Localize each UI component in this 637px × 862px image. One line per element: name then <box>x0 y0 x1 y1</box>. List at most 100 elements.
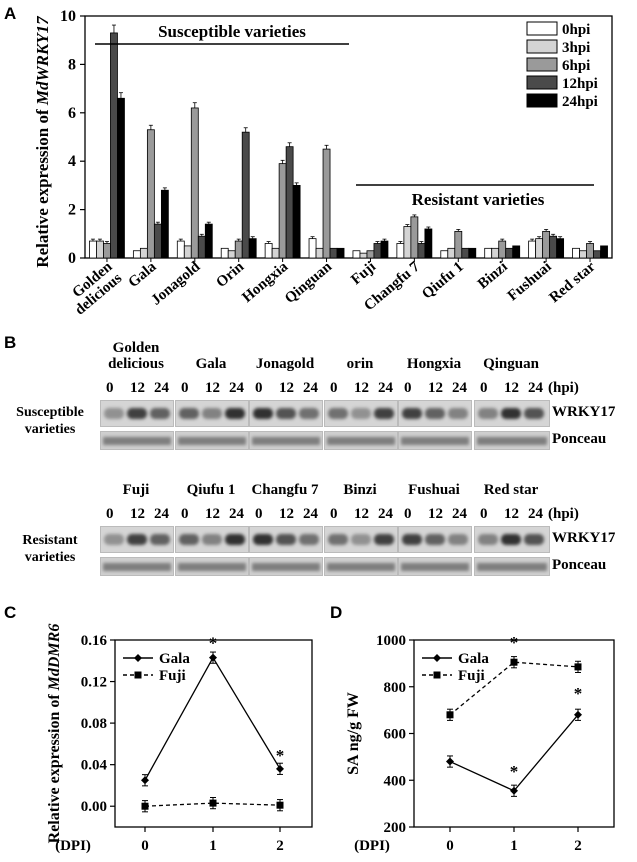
lane-timepoint: 0 <box>480 506 488 522</box>
lane-timepoint: 0 <box>480 380 488 396</box>
legend-label: 12hpi <box>562 76 598 92</box>
x-axis-label: (DPI) <box>354 838 390 854</box>
protein-band <box>104 408 124 419</box>
x-tick-label: 2 <box>276 838 284 854</box>
protein-band <box>425 534 445 545</box>
lane-timepoint: 24 <box>229 506 244 522</box>
bar <box>271 247 280 259</box>
plot-frame <box>84 15 613 259</box>
ponceau-band <box>178 437 246 445</box>
y-tick-label: 1000 <box>376 633 406 649</box>
bar <box>176 240 185 259</box>
protein-band <box>225 408 245 419</box>
variety-label: Qinguan <box>483 356 539 372</box>
bar <box>403 226 412 259</box>
x-tick-label: Fuji <box>348 259 379 288</box>
panel-letter-d: D <box>330 603 343 622</box>
protein-band <box>104 534 124 545</box>
significance-star: * <box>209 634 218 653</box>
protein-band <box>202 534 222 545</box>
y-tick-label: 6 <box>68 105 76 122</box>
susceptible-label: Susceptible varieties <box>158 22 306 41</box>
protein-band <box>276 534 296 545</box>
protein-band <box>127 534 147 545</box>
lane-timepoint: 0 <box>404 380 412 396</box>
protein-band <box>328 408 348 419</box>
ponceau-blot <box>175 431 249 450</box>
significance-star: * <box>574 684 583 703</box>
lane-timepoint: 0 <box>106 506 114 522</box>
bar <box>468 247 477 259</box>
data-point <box>141 802 149 810</box>
protein-band <box>448 534 468 545</box>
bar <box>359 252 368 259</box>
bar <box>264 243 273 259</box>
bar <box>103 243 111 259</box>
protein-band <box>225 534 245 545</box>
protein-band <box>478 408 498 419</box>
x-tick-label: Red star <box>547 259 599 307</box>
lane-timepoint: 24 <box>378 506 393 522</box>
bar <box>190 107 199 259</box>
bar <box>220 247 229 259</box>
lane-timepoint: 24 <box>452 380 467 396</box>
bar <box>183 245 192 259</box>
lane-timepoint: 12 <box>279 380 294 396</box>
resistant-label: Resistant varieties <box>412 190 545 209</box>
bar <box>234 240 243 259</box>
panel-letter-b: B <box>4 333 17 352</box>
protein-band <box>179 408 199 419</box>
x-tick-label: 1 <box>510 838 518 854</box>
ponceau-blot <box>175 557 249 576</box>
x-tick-label: Orin <box>213 258 247 290</box>
protein-band <box>253 408 273 419</box>
protein-band <box>328 534 348 545</box>
protein-band <box>524 408 544 419</box>
legend-label: 6hpi <box>562 58 590 74</box>
ponceau-band <box>401 437 469 445</box>
ponceau-blot <box>474 557 550 576</box>
lane-timepoint: 24 <box>154 380 169 396</box>
lane-timepoint: 12 <box>354 506 369 522</box>
bar <box>505 247 514 259</box>
y-tick-label: 0 <box>68 250 76 267</box>
legend-swatch <box>526 39 558 54</box>
protein-blot <box>100 400 174 427</box>
row-label: Susceptible varieties <box>16 405 84 437</box>
lane-timepoint: 24 <box>452 506 467 522</box>
bar <box>366 250 375 259</box>
y-axis-label-prefix: Relative expression of <box>33 105 52 268</box>
lane-timepoint: 24 <box>229 380 244 396</box>
loading-label: Ponceau <box>552 431 607 447</box>
bar <box>373 243 382 259</box>
bar <box>380 240 389 259</box>
protein-blot <box>100 526 174 553</box>
ponceau-band <box>252 563 320 571</box>
y-tick-label: 800 <box>384 680 407 696</box>
x-tick-label: Gala <box>126 258 160 290</box>
y-axis-label-gene: MdWRKY17 <box>33 15 52 106</box>
data-point <box>510 658 518 666</box>
y-axis-label: Relative expression of MdWRKY17 <box>33 15 52 268</box>
bar <box>417 243 426 259</box>
ponceau-blot <box>249 431 323 450</box>
lane-timepoint: 12 <box>205 506 220 522</box>
ponceau-band <box>178 563 246 571</box>
variety-label: Jonagold <box>255 356 315 372</box>
bar <box>248 238 257 259</box>
lane-timepoint: 24 <box>528 380 543 396</box>
variety-label: Binzi <box>343 482 377 498</box>
protein-band <box>150 534 170 545</box>
lane-timepoint: 0 <box>255 506 263 522</box>
lane-timepoint: 12 <box>354 380 369 396</box>
bar <box>440 250 449 259</box>
protein-band <box>402 408 422 419</box>
bar <box>322 148 331 259</box>
variety-label: Hongxia <box>406 356 462 372</box>
x-tick-label: Qiufu 1 <box>419 259 467 303</box>
ponceau-blot <box>474 431 550 450</box>
legend-marker <box>134 654 142 662</box>
lane-timepoint: 24 <box>154 506 169 522</box>
protein-blot <box>398 526 472 553</box>
unit-label: (hpi) <box>548 506 579 522</box>
